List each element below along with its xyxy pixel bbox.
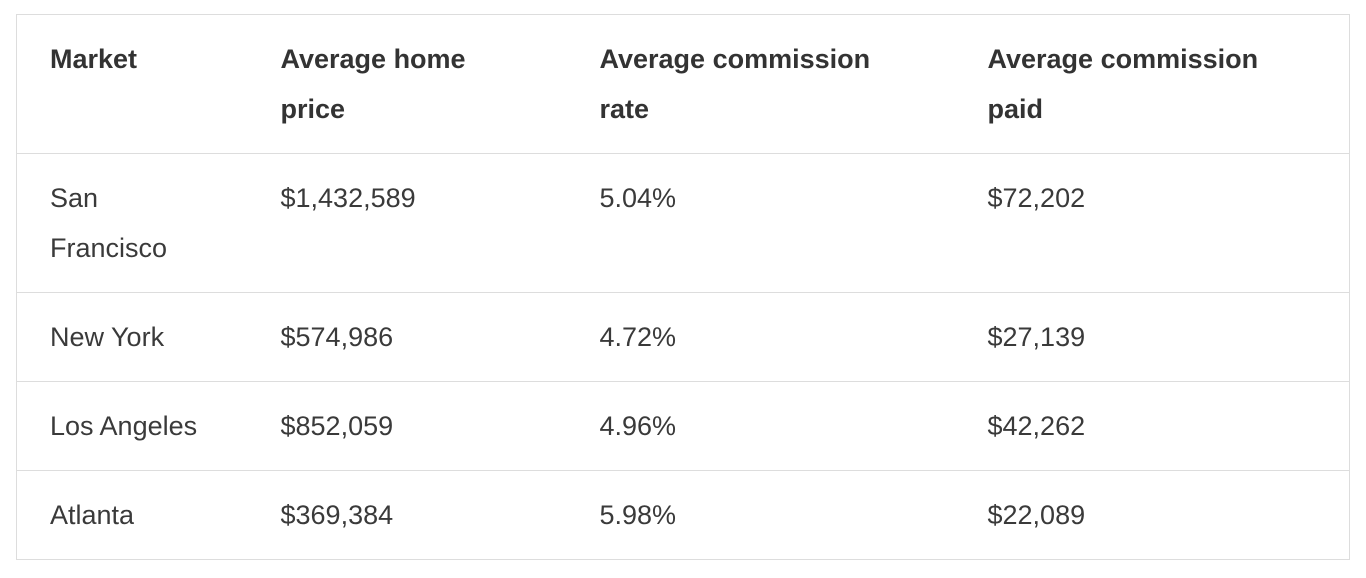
column-header-avg-commission-rate: Average commission rate: [599, 44, 871, 124]
cell-avg-commission-rate: 5.98%: [599, 500, 677, 530]
cell-market: San Francisco: [50, 183, 168, 263]
cell-market: Los Angeles: [50, 411, 198, 441]
column-header-avg-home-price: Average home price: [280, 44, 466, 124]
cell-avg-home-price: $369,384: [280, 500, 394, 530]
cell-avg-home-price: $852,059: [280, 411, 394, 441]
column-header-avg-commission-paid: Average commission paid: [987, 44, 1259, 124]
cell-avg-commission-paid: $22,089: [987, 500, 1086, 530]
table-row: Los Angeles $852,059 4.96% $42,262: [16, 381, 1350, 471]
cell-avg-home-price: $574,986: [280, 322, 394, 352]
cell-market: Atlanta: [50, 500, 135, 530]
cell-avg-commission-paid: $42,262: [987, 411, 1086, 441]
cell-avg-home-price: $1,432,589: [280, 183, 416, 213]
cell-avg-commission-rate: 4.96%: [599, 411, 677, 441]
table-header-row: Market Average home price Average commis…: [16, 14, 1350, 154]
cell-avg-commission-rate: 5.04%: [599, 183, 677, 213]
column-header-market: Market: [50, 44, 138, 74]
cell-avg-commission-rate: 4.72%: [599, 322, 677, 352]
cell-market: New York: [50, 322, 165, 352]
cell-avg-commission-paid: $27,139: [987, 322, 1086, 352]
commission-table: Market Average home price Average commis…: [16, 14, 1350, 560]
table-row: San Francisco $1,432,589 5.04% $72,202: [16, 153, 1350, 293]
table-row: Atlanta $369,384 5.98% $22,089: [16, 470, 1350, 560]
table-row: New York $574,986 4.72% $27,139: [16, 292, 1350, 382]
cell-avg-commission-paid: $72,202: [987, 183, 1086, 213]
